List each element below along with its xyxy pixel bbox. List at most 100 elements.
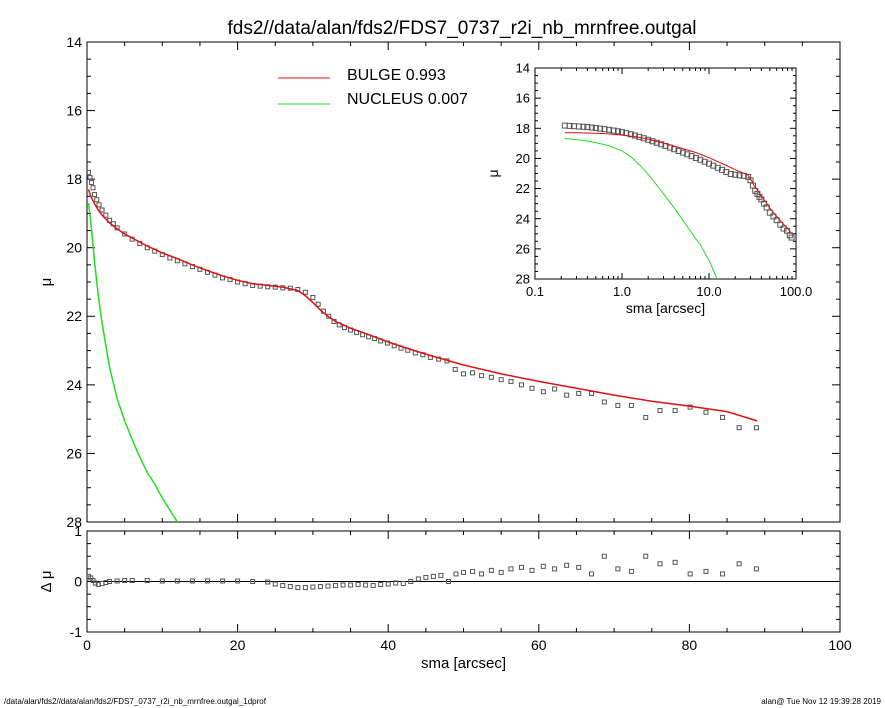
residual-ytick-label: 1 [74, 523, 82, 539]
main-data-point [529, 385, 535, 391]
residual-residual-point [250, 579, 256, 584]
residual-residual-point [601, 553, 607, 559]
inset-data-point [688, 153, 695, 160]
inset-data-point [588, 124, 595, 131]
residual-residual-point [720, 571, 726, 577]
main-data-point [89, 180, 95, 186]
inset-data-point [627, 131, 634, 138]
residual-residual-point [370, 583, 376, 589]
inset-xtick-label: 0.1 [526, 284, 544, 299]
inset-data-point [773, 217, 780, 224]
residual-residual-point [280, 583, 286, 589]
main-data-point [94, 197, 100, 203]
residual-residual-point [340, 582, 346, 588]
residual-residual-point [576, 564, 582, 570]
residual-residual-point [438, 572, 444, 578]
main-data-point [628, 402, 634, 408]
main-ytick-label: 18 [66, 171, 82, 187]
main-data [87, 169, 759, 522]
residual-residual-point [332, 583, 338, 589]
residual-residual-point [107, 579, 113, 584]
inset-panel: 14 16 18 20 22 24 26 280.1 1.0 10.0 100.0 sma [arcs… [485, 61, 812, 316]
main-data-point [452, 366, 458, 372]
inset-data-point [575, 123, 582, 130]
inset-xlabel: sma [arcsec] [626, 300, 705, 316]
residual-residual-point [518, 564, 524, 570]
residual-residual-point [272, 581, 278, 587]
residual-residual-point [529, 567, 535, 573]
residual-residual-point [287, 584, 293, 590]
main-data-point [96, 202, 102, 208]
inset-data-point [732, 171, 739, 178]
inset-data-point [727, 170, 734, 177]
main-ytick-label: 26 [66, 445, 82, 461]
main-data-point [103, 212, 109, 218]
residual-ylabel: Δ μ [38, 570, 55, 592]
residual-residual-point [122, 577, 128, 583]
main-ytick-label: 22 [66, 308, 82, 324]
residual-residual-point [461, 569, 466, 575]
inset-ytick-label: 24 [516, 211, 530, 226]
main-data-point [736, 425, 742, 431]
main-ylabel: μ [38, 278, 55, 287]
residual-residual-point [508, 566, 514, 572]
inset-data-point [770, 213, 777, 220]
residual-xtick-label: 40 [380, 637, 396, 653]
residual-residual-point [189, 578, 195, 584]
inset-data [561, 122, 795, 279]
inset-data-point [671, 146, 678, 153]
residual-residual-point [488, 567, 494, 573]
inset-data-point [675, 147, 682, 154]
residual-residual-point [657, 561, 663, 567]
residual-residual-point [385, 581, 391, 587]
main-data-point [498, 377, 504, 383]
main-data-point [703, 409, 709, 415]
residual-residual-point [415, 576, 421, 582]
inset-data-point [580, 123, 587, 130]
footer-left: /data/alan/fds2//data/alan/fds2/FDS7_073… [4, 697, 267, 706]
main-data-point [92, 192, 98, 198]
main-data-point [576, 390, 582, 396]
residual-residual-point [672, 559, 678, 565]
residual-ytick-label: -1 [70, 624, 83, 640]
residual-residual-point [129, 577, 135, 583]
chart-title: fds2//data/alan/fds2/FDS7_0737_r2i_nb_mr… [228, 18, 697, 39]
inset-data-point [631, 132, 638, 139]
residual-residual-point [393, 580, 399, 586]
residual-residual-point [470, 568, 476, 574]
residual-residual-point [643, 553, 649, 559]
residual-residual-point [703, 568, 709, 574]
inset-data-point [692, 154, 699, 161]
inset-data-point [658, 141, 665, 148]
inset-data-point [615, 128, 622, 135]
inset-background [503, 68, 796, 279]
main-data-point [672, 408, 678, 414]
inset-ytick-label: 16 [516, 91, 530, 106]
main-data-point [99, 207, 105, 213]
residual-residual-point [753, 566, 759, 572]
inset-nucleus-line [564, 138, 718, 279]
main-data-point [87, 169, 92, 175]
main-bulge-line [87, 189, 758, 422]
residual-xtick-label: 80 [682, 637, 698, 653]
inset-data-point [597, 125, 604, 132]
main-ytick-label: 16 [66, 102, 82, 118]
inset-ytick-label: 26 [516, 241, 530, 256]
main-data-point [488, 374, 494, 380]
inset-xtick-label: 10.0 [696, 284, 721, 299]
main-data-point [461, 371, 466, 377]
residual-residual-point [235, 578, 241, 584]
residual-residual-point [687, 571, 693, 577]
inset-data-point [679, 149, 686, 156]
inset-ytick-label: 22 [516, 181, 530, 196]
main-data-point [479, 373, 485, 379]
main-nucleus-line [87, 203, 179, 522]
main-data-point [122, 231, 128, 237]
residual-xlabel: sma [arcsec] [421, 655, 506, 672]
residual-residual-point [479, 571, 485, 577]
residual-residual-point [498, 569, 504, 575]
main-data-point [601, 399, 607, 405]
inset-data-point [684, 151, 691, 158]
